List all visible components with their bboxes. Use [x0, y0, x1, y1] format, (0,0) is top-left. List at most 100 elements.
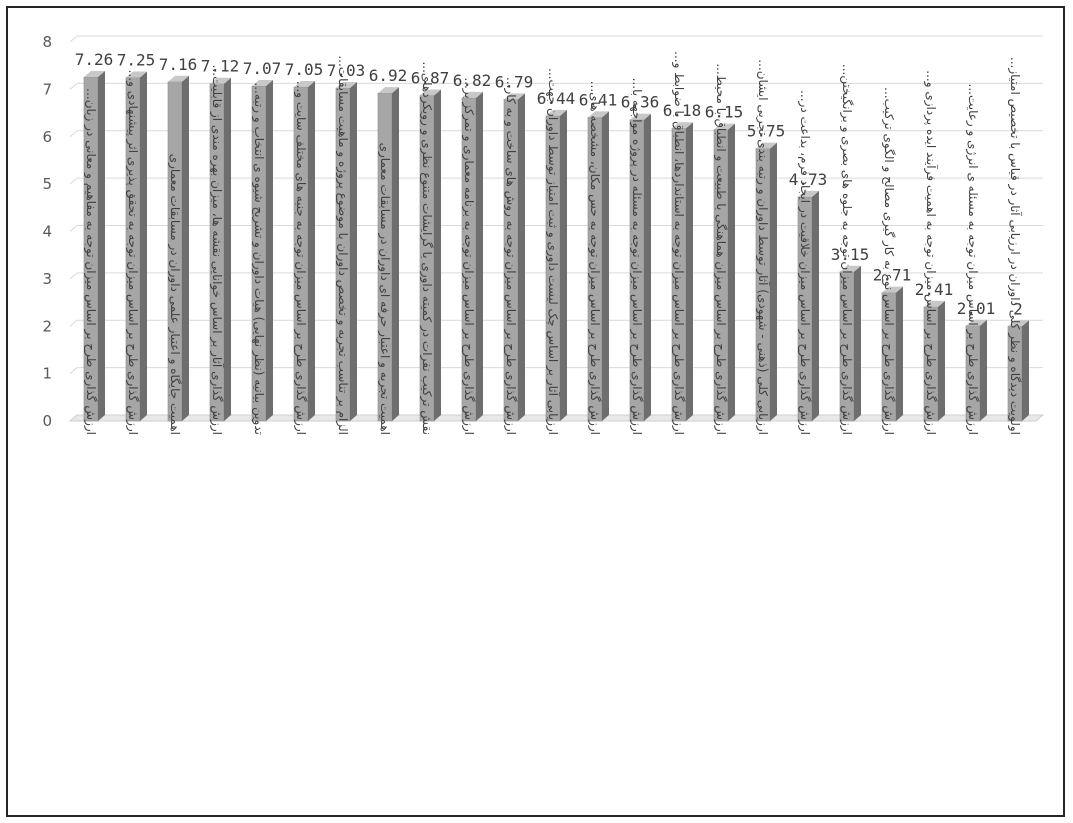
bar-side	[434, 89, 441, 421]
bars	[83, 71, 1029, 422]
data-label: 6.18	[663, 101, 702, 120]
y-tick-label: 8	[42, 33, 52, 51]
bar	[293, 81, 315, 422]
bar	[629, 113, 651, 422]
gridline-depth	[69, 82, 78, 90]
bar-side	[854, 265, 861, 421]
bar-top	[336, 81, 357, 88]
data-label: 2.41	[915, 280, 954, 299]
bar-side	[182, 75, 189, 422]
bar	[83, 71, 105, 422]
bar-top	[630, 113, 651, 120]
bar-side	[896, 286, 903, 421]
bar-top	[756, 142, 777, 149]
bar	[377, 87, 399, 422]
bar-top	[714, 123, 735, 130]
bar-side	[686, 122, 693, 421]
bar-side	[98, 71, 105, 421]
y-tick-label: 3	[42, 270, 52, 288]
data-label: 2.01	[957, 299, 996, 318]
bar-top	[966, 319, 987, 326]
category-label: ارزش گذاری طرح بر اساس میزان توجه به جنب…	[293, 81, 308, 435]
category-label: ارزیابی کلی (ذهنی - شهودی) آثار توسط داو…	[755, 59, 771, 435]
bar-side	[560, 109, 567, 421]
bar-top	[378, 87, 399, 94]
data-label: 2	[1013, 299, 1023, 318]
bar-top	[462, 91, 483, 98]
bar-side	[476, 91, 483, 421]
bar-side	[224, 77, 231, 421]
bar-top	[168, 75, 189, 82]
category-label: ارزش گذاری آثار بر اساس خوانایی نقشه ها،…	[209, 65, 225, 435]
category-label: ارزش گذاری طرح بر اساس میزان توجه به مفا…	[83, 88, 98, 435]
y-tick-label: 5	[42, 175, 52, 193]
data-label: 7.07	[243, 59, 282, 78]
category-label: ارزیابی آثار بر اساس چک لیست داوری و ثبت…	[545, 68, 561, 435]
bar-side	[392, 87, 399, 421]
data-label: 7.12	[201, 57, 240, 76]
bar	[419, 89, 441, 422]
bar-side	[518, 93, 525, 421]
category-label: ارزش گذاری طرح بر اساس میزان توجه به اهم…	[923, 70, 939, 435]
bar	[965, 319, 987, 422]
data-label: 6.44	[537, 89, 576, 108]
category-label: ارزش گذاری طرح بر اساس میزان توجه به است…	[671, 51, 686, 435]
category-label: ارزش گذاری طرح بر اساس میزان توجه به مسئ…	[965, 84, 980, 435]
data-label: 6.36	[621, 93, 660, 112]
bar	[251, 80, 273, 422]
bar-side	[266, 80, 273, 421]
bar	[671, 122, 693, 422]
bar-top	[798, 190, 819, 197]
bar-top	[126, 71, 147, 78]
y-tick-label: 0	[42, 412, 52, 430]
bar-top	[546, 109, 567, 116]
bar-top	[294, 81, 315, 88]
bar-side	[308, 81, 315, 421]
bar-side	[350, 81, 357, 422]
category-label: ارزش گذاری طرح بر اساس میزان توجه به حس …	[587, 81, 602, 435]
data-label: 6.15	[705, 103, 744, 122]
bar-top	[924, 300, 945, 307]
data-label: 3.15	[831, 245, 870, 264]
data-label: 6.92	[369, 66, 408, 85]
bar	[1007, 320, 1029, 422]
data-label: 7.26	[75, 50, 114, 69]
y-tick-label: 4	[42, 223, 52, 241]
category-label: تدوین بیانیه (نظر نهایی) هیات داوران و ت…	[251, 82, 266, 435]
gridline-depth	[69, 130, 78, 138]
bar	[125, 71, 147, 422]
bar-side	[938, 300, 945, 421]
category-label: ارزش گذاری طرح بر اساس میزان توجه به جلو…	[839, 64, 854, 435]
data-label: 6.41	[579, 90, 618, 109]
data-label: 7.03	[327, 61, 366, 80]
bar-top	[882, 286, 903, 293]
bar-top	[210, 77, 231, 84]
category-label: اهمیت تجربه و اعتبار حرفه ای داوران در م…	[377, 143, 392, 435]
bar	[923, 300, 945, 422]
bar	[461, 91, 483, 422]
bar-side	[812, 190, 819, 421]
bar-top	[588, 111, 609, 118]
category-label: ارزش گذاری طرح بر اساس میزان خلاقیت در ا…	[797, 90, 812, 435]
bar	[713, 123, 735, 422]
y-tick-label: 7	[42, 80, 52, 98]
bar-side	[140, 71, 147, 421]
gridline-depth	[69, 225, 78, 232]
data-label: 7.16	[159, 55, 198, 74]
gridline-depth	[69, 177, 78, 185]
bar	[797, 190, 819, 422]
category-labels: ارزش گذاری طرح بر اساس میزان توجه به مفا…	[83, 51, 1023, 435]
bar-top	[252, 80, 273, 87]
y-tick-label: 1	[42, 365, 52, 383]
gridline-depth	[69, 367, 78, 375]
data-label: 7.25	[117, 51, 156, 70]
bar-side	[728, 123, 735, 422]
y-tick-label: 2	[42, 317, 52, 335]
bar-side	[770, 142, 777, 421]
bar	[545, 109, 567, 422]
y-axis-ticks: 0 1 2 3 4 5 6 7 8	[42, 33, 52, 430]
data-label: 4.73	[789, 170, 828, 189]
bar	[209, 77, 231, 422]
